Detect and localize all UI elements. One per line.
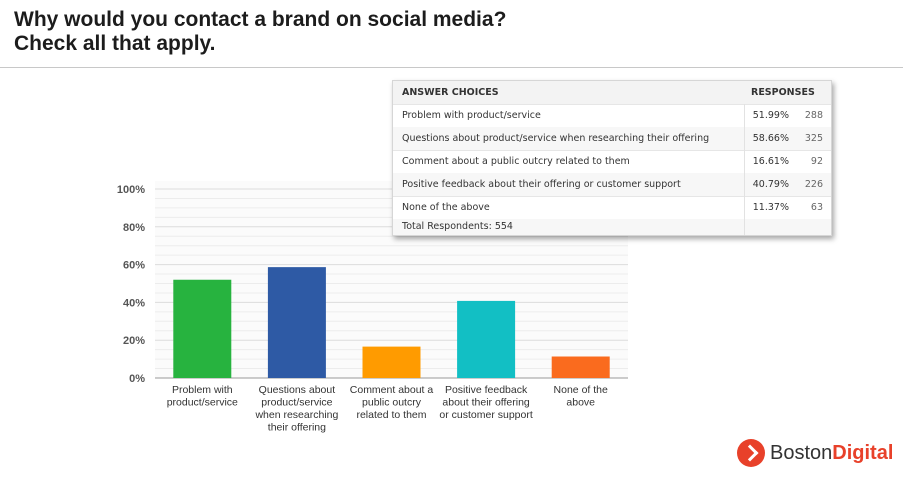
table-header-row: ANSWER CHOICES RESPONSES [393,81,831,105]
boston-digital-logo: BostonDigital [733,434,895,474]
x-tick-label: their offering [268,422,326,434]
row-choice: Comment about a public outcry related to… [402,156,630,167]
row-choice: Questions about product/service when res… [402,133,710,144]
column-divider [744,196,745,219]
column-divider [744,219,745,235]
row-percent: 58.66% [752,133,789,144]
x-tick-label: Questions about [259,384,336,396]
logo-word-1: Boston [770,442,833,464]
x-tick-label: None of the [554,384,608,396]
bar [173,279,232,378]
y-tick-label: 100% [117,184,145,196]
x-tick-label: or customer support [439,409,532,421]
bar [362,346,421,378]
bar [551,356,610,378]
chevron-right-icon [737,439,765,467]
row-percent: 11.37% [752,202,789,213]
responses-table: ANSWER CHOICES RESPONSES Problem with pr… [392,80,832,236]
y-tick-label: 60% [123,260,145,272]
table-row: Comment about a public outcry related to… [393,150,831,174]
col-header-responses: RESPONSES [751,87,815,98]
x-tick-label: Problem with [172,384,233,396]
column-divider [744,127,745,150]
x-tick-label: related to them [356,409,426,421]
row-percent: 51.99% [752,110,789,121]
x-tick-label: above [566,397,595,409]
row-choice: None of the above [402,202,490,213]
row-percent: 40.79% [752,179,789,190]
logo-word-2: Digital [832,442,894,464]
x-tick-label: Comment about a [350,384,434,396]
x-tick-label: Positive feedback [445,384,528,396]
y-tick-label: 20% [123,335,145,347]
title-divider [0,67,903,68]
table-row: Questions about product/service when res… [393,127,831,151]
title-line-2: Check all that apply. [14,32,216,55]
table-row: Positive feedback about their offering o… [393,173,831,197]
row-count: 325 [804,133,823,144]
col-header-choices: ANSWER CHOICES [402,87,499,98]
y-tick-label: 0% [129,373,145,385]
table-row: Problem with product/service 51.99% 288 [393,104,831,128]
logo-wordmark: BostonDigital [770,442,893,465]
x-tick-label: about their offering [442,397,530,409]
title-line-1: Why would you contact a brand on social … [14,8,507,31]
y-tick-label: 40% [123,297,145,309]
row-choice: Problem with product/service [402,110,541,121]
table-row: None of the above 11.37% 63 [393,196,831,220]
column-divider [744,173,745,196]
row-count: 63 [810,202,823,213]
x-tick-label: when researching [254,409,338,421]
total-respondents: Total Respondents: 554 [402,221,513,232]
row-count: 92 [810,156,823,167]
slide-title: Why would you contact a brand on social … [14,8,506,56]
row-percent: 16.61% [752,156,789,167]
row-choice: Positive feedback about their offering o… [402,179,681,190]
column-divider [744,150,745,173]
bar [457,300,516,378]
bar [267,267,326,378]
column-divider [744,104,745,127]
x-tick-label: product/service [167,397,238,409]
row-count: 226 [804,179,823,190]
row-count: 288 [804,110,823,121]
y-tick-label: 80% [123,222,145,234]
table-total-row: Total Respondents: 554 [393,219,831,235]
x-tick-label: public outcry [362,397,422,409]
x-tick-label: product/service [261,397,332,409]
